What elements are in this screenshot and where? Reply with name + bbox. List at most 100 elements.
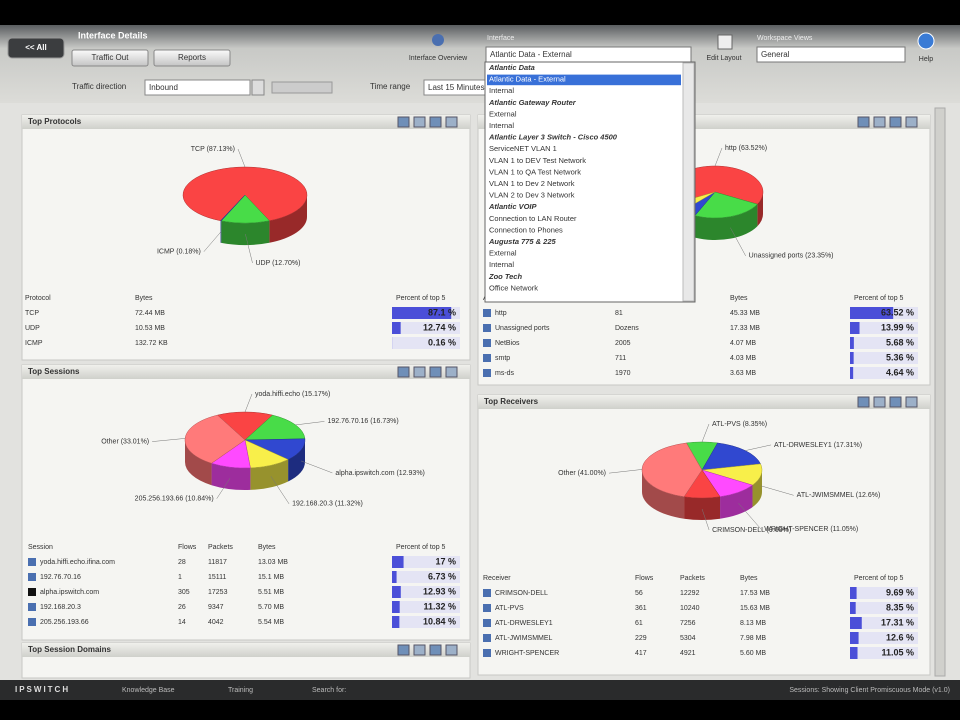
panel-header <box>478 395 930 409</box>
percent-label: 8.35 % <box>886 602 914 612</box>
row-icon <box>28 573 36 581</box>
percent-bar <box>392 616 400 628</box>
traffic-direction-label: Traffic direction <box>72 82 126 91</box>
dropdown-item[interactable]: Connection to Phones <box>489 225 563 234</box>
panel-tool[interactable] <box>857 396 870 408</box>
table-cell: 56 <box>635 590 643 597</box>
table-cell: ms-ds <box>495 370 515 377</box>
panel-tool[interactable] <box>873 116 886 128</box>
button[interactable] <box>71 49 149 67</box>
panel-tool[interactable] <box>429 644 442 656</box>
dropdown-scrollbar[interactable] <box>682 62 695 302</box>
slider[interactable] <box>271 81 333 94</box>
panel-tool[interactable] <box>889 396 902 408</box>
traffic-direction-value: Inbound <box>149 83 178 92</box>
page-title: Interface Details <box>78 30 148 40</box>
panel-tool[interactable] <box>873 396 886 408</box>
panel-tool[interactable] <box>413 366 426 378</box>
dropdown-item[interactable]: Connection to LAN Router <box>489 214 577 223</box>
table-cell: ATL-DRWESLEY1 <box>495 620 553 627</box>
panel-tool[interactable] <box>857 116 870 128</box>
panel-title: Top Sessions <box>28 367 80 376</box>
row-icon <box>483 634 491 642</box>
dropdown-item[interactable]: ServiceNET VLAN 1 <box>489 144 557 153</box>
table-cell: 361 <box>635 605 647 612</box>
row-icon <box>483 354 491 362</box>
pie-label: 192.168.20.3 (11.32%) <box>292 501 363 508</box>
dropdown-item[interactable]: Internal <box>489 121 514 130</box>
percent-cell <box>392 337 460 349</box>
pie-side <box>221 220 270 245</box>
panel-tool[interactable] <box>397 116 410 128</box>
dropdown-item[interactable]: Atlantic Gateway Router <box>488 98 577 107</box>
button[interactable] <box>153 49 231 67</box>
scrollbar[interactable] <box>934 107 946 677</box>
pie-slice <box>641 442 703 497</box>
back-label: << All <box>25 43 47 52</box>
panel-tool[interactable] <box>429 116 442 128</box>
status-link[interactable]: Training <box>228 687 253 694</box>
percent-bar <box>392 571 397 583</box>
dropdown-item[interactable]: VLAN 1 to Dev 2 Network <box>489 179 575 188</box>
panel-title: Top Receivers <box>484 397 539 406</box>
dropdown-item[interactable]: Zoo Tech <box>488 272 522 281</box>
panel-tool[interactable] <box>429 366 442 378</box>
pie-label: TCP (87.13%) <box>191 146 235 153</box>
edit-layout-icon[interactable] <box>717 34 733 50</box>
dropdown-item[interactable]: Internal <box>489 86 514 95</box>
dropdown-item[interactable]: External <box>489 249 517 258</box>
percent-label: 0.16 % <box>428 337 456 347</box>
overview-icon[interactable] <box>432 34 444 46</box>
pie-side <box>684 496 721 520</box>
panel-tool[interactable] <box>905 396 918 408</box>
table-cell: Unassigned ports <box>495 325 550 332</box>
panel-tool[interactable] <box>445 644 458 656</box>
panel-tool[interactable] <box>397 644 410 656</box>
time-range-label: Time range <box>370 82 411 91</box>
workspace-combo[interactable] <box>756 46 906 63</box>
panel-tool[interactable] <box>445 366 458 378</box>
traffic-direction-combo[interactable] <box>144 79 251 96</box>
dropdown-item[interactable]: Augusta 775 & 225 <box>488 237 557 246</box>
selected-item[interactable] <box>487 74 681 86</box>
dropdown-item[interactable]: Atlantic Data <box>488 63 535 72</box>
pie-label: 205.256.193.66 (10.84%) <box>135 496 214 503</box>
status-link[interactable]: Knowledge Base <box>122 687 175 694</box>
percent-bar <box>850 307 894 319</box>
dropdown-item[interactable]: VLAN 1 to DEV Test Network <box>489 156 586 165</box>
dropdown-list <box>484 61 696 303</box>
dropdown-item[interactable]: External <box>489 109 517 118</box>
help-icon[interactable] <box>917 32 935 50</box>
button-label: Traffic Out <box>92 53 130 62</box>
table-cell: 5.70 MB <box>258 604 284 611</box>
dropdown-item[interactable]: Atlantic VOIP <box>488 202 538 211</box>
dropdown-item[interactable]: VLAN 2 to Dev 3 Network <box>489 191 575 200</box>
dropdown-item[interactable]: Office Network <box>489 283 538 292</box>
table-cell: 17.33 MB <box>730 325 760 332</box>
dropdown-item[interactable]: Internal <box>489 260 514 269</box>
percent-label: 9.69 % <box>886 587 914 597</box>
column-header: Packets <box>208 544 233 551</box>
pie-label: http (63.52%) <box>725 145 767 152</box>
dropdown-item[interactable]: VLAN 1 to QA Test Network <box>489 167 581 176</box>
panel-tool[interactable] <box>889 116 902 128</box>
panel-tool[interactable] <box>905 116 918 128</box>
panel-tool[interactable] <box>445 116 458 128</box>
dropdown-item[interactable]: Atlantic Data - External <box>489 75 566 84</box>
pie-side <box>211 463 251 490</box>
status-search[interactable]: Search for: <box>312 687 346 694</box>
dropdown-item[interactable]: Atlantic Layer 3 Switch - Cisco 4500 <box>488 133 618 142</box>
panel-tool[interactable] <box>413 116 426 128</box>
panel-tool[interactable] <box>413 644 426 656</box>
table-cell: 61 <box>635 620 643 627</box>
time-range-value: Last 15 Minutes <box>428 83 484 92</box>
panel-tool[interactable] <box>397 366 410 378</box>
table-cell: 72.44 MB <box>135 310 165 317</box>
back-button[interactable] <box>7 37 65 59</box>
percent-label: 12.74 % <box>423 322 456 332</box>
table-cell: TCP <box>25 310 39 317</box>
combo-arrow[interactable] <box>251 79 265 96</box>
percent-bar <box>850 632 859 644</box>
percent-cell <box>850 617 918 629</box>
